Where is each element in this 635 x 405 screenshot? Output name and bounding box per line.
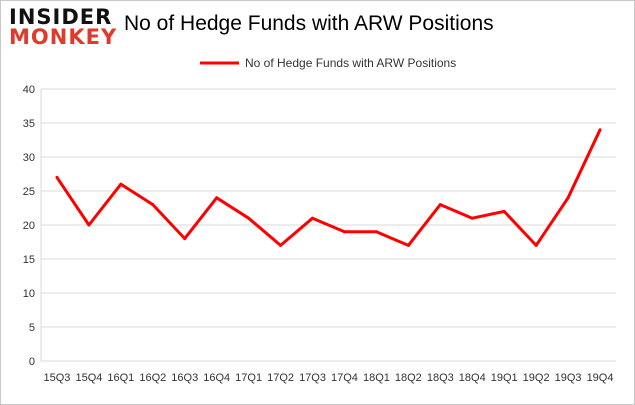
y-tick-label: 15 (23, 254, 35, 266)
y-tick-label: 0 (29, 356, 35, 368)
x-tick-label: 19Q2 (523, 372, 550, 384)
y-tick-label: 25 (23, 186, 35, 198)
x-tick-label: 17Q3 (299, 372, 326, 384)
x-tick-label: 18Q3 (427, 372, 454, 384)
x-tick-label: 16Q1 (107, 372, 134, 384)
x-tick-label: 19Q3 (555, 372, 582, 384)
y-tick-label: 35 (23, 118, 35, 130)
data-point (406, 243, 410, 247)
data-point (534, 243, 538, 247)
y-tick-label: 20 (23, 220, 35, 232)
x-tick-label: 17Q1 (235, 372, 262, 384)
x-tick-label: 16Q4 (203, 372, 230, 384)
data-point (279, 243, 283, 247)
series-line (55, 129, 602, 247)
x-tick-label: 15Q3 (44, 372, 71, 384)
data-point (311, 216, 315, 220)
x-tick-label: 18Q2 (395, 372, 422, 384)
data-point (55, 175, 59, 179)
x-tick-label: 18Q1 (363, 372, 390, 384)
x-tick-label: 19Q1 (491, 372, 518, 384)
y-tick-label: 10 (23, 288, 35, 300)
data-point (438, 203, 442, 207)
x-tick-label: 16Q3 (171, 372, 198, 384)
data-point (342, 230, 346, 234)
y-tick-label: 5 (29, 322, 35, 334)
logo-line2: MONKEY (9, 25, 118, 49)
insider-monkey-logo: INSIDER MONKEY (9, 5, 118, 49)
data-point (215, 196, 219, 200)
chart-title: No of Hedge Funds with ARW Positions (124, 12, 494, 35)
data-point (151, 203, 155, 207)
x-tick-label: 15Q4 (75, 372, 102, 384)
x-tick-label: 16Q2 (139, 372, 166, 384)
y-tick-label: 30 (23, 152, 35, 164)
data-point (502, 209, 506, 213)
y-tick-label: 40 (23, 84, 35, 96)
data-point (470, 216, 474, 220)
data-point (183, 237, 187, 241)
data-point (598, 128, 602, 132)
x-tick-label: 17Q4 (331, 372, 358, 384)
x-tick-label: 19Q4 (587, 372, 614, 384)
legend-label: No of Hedge Funds with ARW Positions (245, 56, 456, 70)
x-tick-label: 17Q2 (267, 372, 294, 384)
data-point (566, 196, 570, 200)
logo-line1: INSIDER (9, 5, 113, 29)
data-point (87, 223, 91, 227)
data-point (247, 216, 251, 220)
data-point (374, 230, 378, 234)
data-point (119, 182, 123, 186)
x-tick-label: 18Q4 (459, 372, 486, 384)
